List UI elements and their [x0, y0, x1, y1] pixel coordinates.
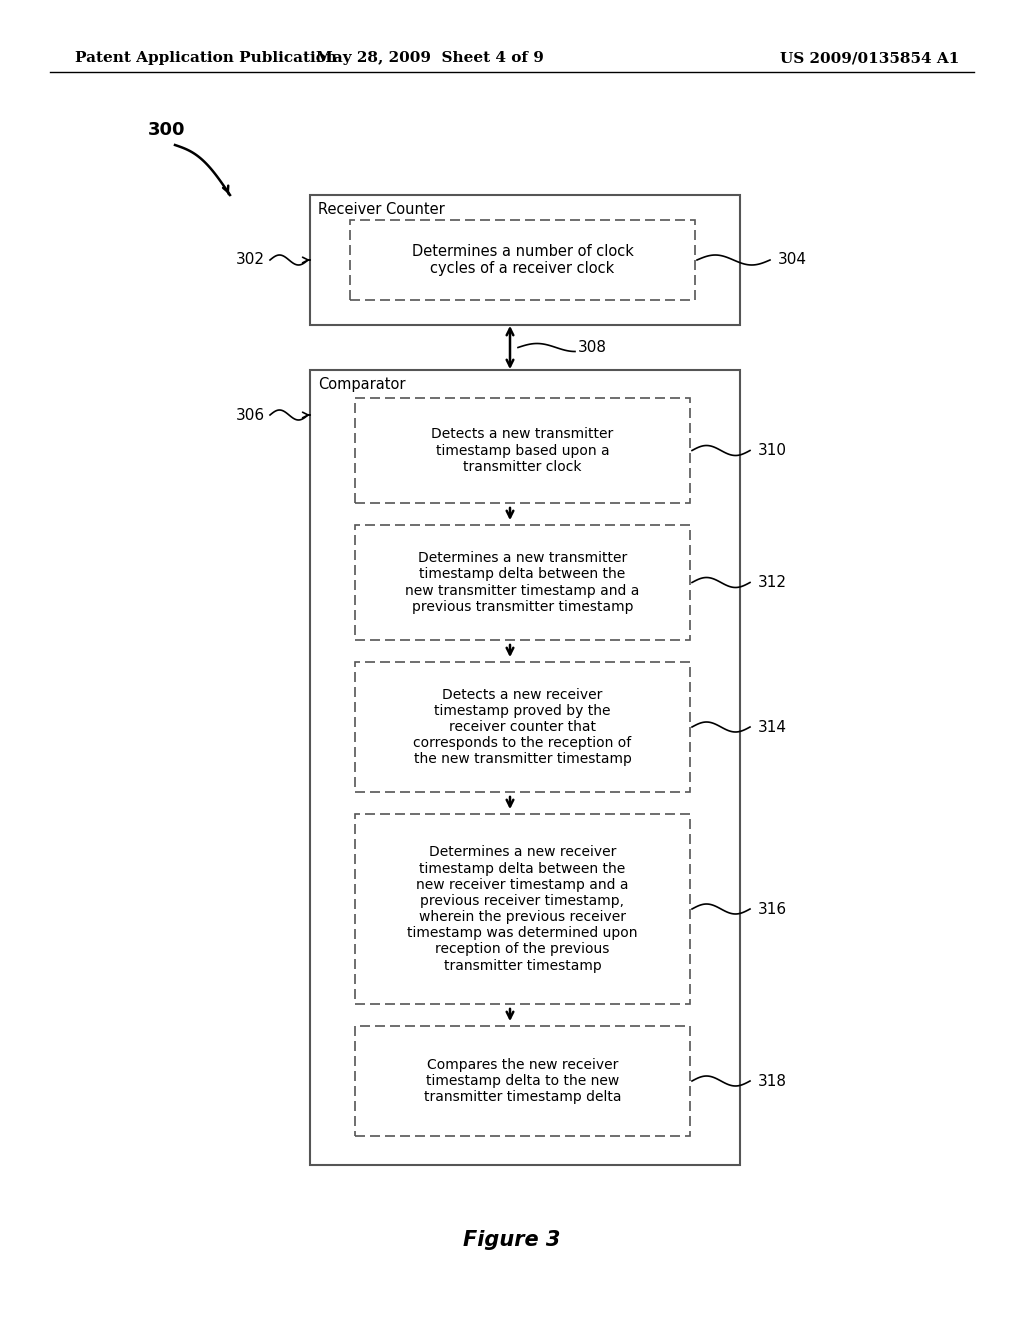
Text: Determines a new transmitter
timestamp delta between the
new transmitter timesta: Determines a new transmitter timestamp d…: [406, 552, 640, 614]
Text: 318: 318: [758, 1073, 787, 1089]
Text: 304: 304: [778, 252, 807, 268]
Text: Determines a new receiver
timestamp delta between the
new receiver timestamp and: Determines a new receiver timestamp delt…: [408, 845, 638, 973]
Bar: [355, 525, 690, 640]
Text: Determines a number of clock
cycles of a receiver clock: Determines a number of clock cycles of a…: [412, 244, 634, 276]
Text: Receiver Counter: Receiver Counter: [318, 202, 444, 216]
Text: Figure 3: Figure 3: [463, 1230, 561, 1250]
Bar: [355, 399, 690, 503]
Bar: [310, 195, 740, 325]
Text: 300: 300: [148, 121, 185, 139]
Text: Detects a new receiver
timestamp proved by the
receiver counter that
corresponds: Detects a new receiver timestamp proved …: [414, 688, 632, 767]
Text: Compares the new receiver
timestamp delta to the new
transmitter timestamp delta: Compares the new receiver timestamp delt…: [424, 1057, 622, 1105]
Bar: [355, 814, 690, 1005]
Text: 312: 312: [758, 576, 787, 590]
Text: 306: 306: [236, 408, 265, 422]
Text: Detects a new transmitter
timestamp based upon a
transmitter clock: Detects a new transmitter timestamp base…: [431, 428, 613, 474]
Text: Patent Application Publication: Patent Application Publication: [75, 51, 337, 65]
Bar: [350, 220, 695, 300]
Text: US 2009/0135854 A1: US 2009/0135854 A1: [780, 51, 959, 65]
Text: 310: 310: [758, 444, 787, 458]
Text: Comparator: Comparator: [318, 376, 406, 392]
Bar: [355, 1026, 690, 1137]
Text: May 28, 2009  Sheet 4 of 9: May 28, 2009 Sheet 4 of 9: [316, 51, 544, 65]
Bar: [310, 370, 740, 1166]
Text: 316: 316: [758, 902, 787, 916]
Text: 308: 308: [578, 341, 607, 355]
Text: 302: 302: [236, 252, 265, 268]
Text: 314: 314: [758, 719, 787, 734]
Bar: [355, 663, 690, 792]
